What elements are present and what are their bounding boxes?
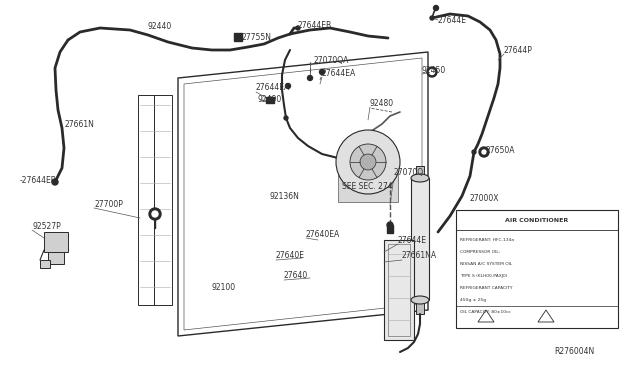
- Bar: [40, 260, 50, 268]
- Text: 27070QA: 27070QA: [314, 55, 349, 64]
- Text: 92490: 92490: [258, 94, 282, 103]
- Ellipse shape: [411, 174, 429, 182]
- Bar: [388, 244, 410, 336]
- Bar: [456, 210, 618, 328]
- Bar: [266, 97, 274, 103]
- Text: 27650A: 27650A: [486, 145, 515, 154]
- Polygon shape: [478, 310, 494, 322]
- Text: TYPE S (KLH00-PAXJ0): TYPE S (KLH00-PAXJ0): [460, 274, 508, 278]
- Circle shape: [427, 67, 437, 77]
- Circle shape: [152, 211, 158, 217]
- Text: 27644P: 27644P: [504, 45, 533, 55]
- Text: 27644E: 27644E: [438, 16, 467, 25]
- Circle shape: [319, 70, 324, 74]
- Circle shape: [284, 116, 288, 120]
- Text: 27640E: 27640E: [276, 251, 305, 260]
- Text: 27644EB: 27644EB: [298, 20, 332, 29]
- Text: 27640: 27640: [284, 272, 308, 280]
- Circle shape: [433, 6, 438, 10]
- Text: 92527P: 92527P: [32, 221, 61, 231]
- Text: 27000X: 27000X: [470, 193, 499, 202]
- Text: AIR CONDITIONER: AIR CONDITIONER: [506, 218, 568, 222]
- Circle shape: [429, 70, 435, 74]
- Circle shape: [430, 16, 434, 20]
- Text: 92136N: 92136N: [270, 192, 300, 201]
- Text: REFRIGERANT: HFC-134a: REFRIGERANT: HFC-134a: [460, 238, 514, 242]
- Circle shape: [296, 26, 300, 30]
- Text: 92100: 92100: [212, 283, 236, 292]
- Text: SEE SEC. 274: SEE SEC. 274: [342, 182, 392, 190]
- Bar: [138, 95, 154, 305]
- Text: 27700P: 27700P: [94, 199, 123, 208]
- Circle shape: [307, 76, 312, 80]
- Bar: [387, 225, 393, 233]
- Bar: [338, 152, 398, 202]
- Circle shape: [52, 179, 58, 185]
- Ellipse shape: [411, 296, 429, 304]
- Circle shape: [482, 150, 486, 154]
- Circle shape: [350, 144, 386, 180]
- Bar: [411, 178, 429, 300]
- Polygon shape: [178, 52, 428, 336]
- Bar: [44, 232, 68, 252]
- Text: REFRIGERANT CAPACITY: REFRIGERANT CAPACITY: [460, 286, 513, 290]
- Text: 27661NA: 27661NA: [402, 251, 437, 260]
- Text: 27644E: 27644E: [398, 235, 427, 244]
- Text: -27644EB: -27644EB: [20, 176, 57, 185]
- Circle shape: [387, 222, 393, 228]
- Circle shape: [479, 147, 489, 157]
- Text: COMPRESSOR OIL:: COMPRESSOR OIL:: [460, 250, 500, 254]
- Text: 27640EA: 27640EA: [306, 230, 340, 238]
- Text: 27070Q: 27070Q: [394, 167, 424, 176]
- Bar: [154, 95, 172, 305]
- Text: 27661N: 27661N: [64, 119, 94, 128]
- Text: 450g ± 25g: 450g ± 25g: [460, 298, 486, 302]
- Bar: [416, 300, 424, 314]
- Text: 92450: 92450: [422, 65, 446, 74]
- Text: R276004N: R276004N: [554, 347, 595, 356]
- Bar: [234, 33, 242, 41]
- Polygon shape: [538, 310, 554, 322]
- Text: 27755N: 27755N: [242, 32, 272, 42]
- Circle shape: [267, 97, 273, 103]
- Text: NISSAN A/C SYSTEM OIL: NISSAN A/C SYSTEM OIL: [460, 262, 512, 266]
- Circle shape: [149, 208, 161, 220]
- Circle shape: [360, 154, 376, 170]
- Text: 27644EA: 27644EA: [256, 83, 291, 92]
- Text: OIL CAPACITY: 80±10cc: OIL CAPACITY: 80±10cc: [460, 310, 511, 314]
- Text: 92480: 92480: [370, 99, 394, 108]
- Text: 92440: 92440: [148, 22, 172, 31]
- Text: 27644EA: 27644EA: [322, 68, 356, 77]
- Circle shape: [285, 83, 291, 89]
- Bar: [384, 240, 414, 340]
- Bar: [416, 166, 424, 178]
- Bar: [48, 252, 64, 264]
- Circle shape: [472, 150, 476, 154]
- Circle shape: [336, 130, 400, 194]
